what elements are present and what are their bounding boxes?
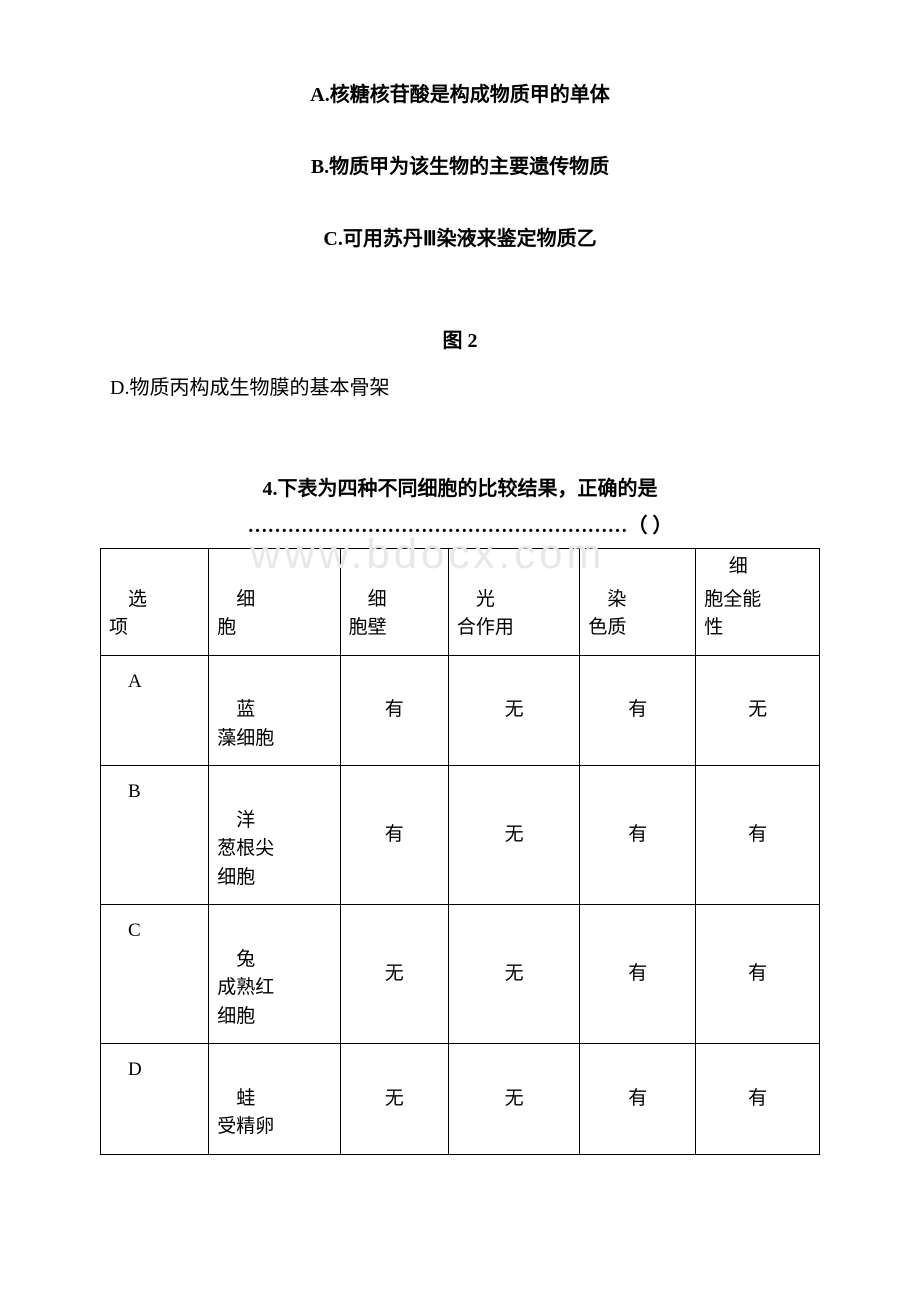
row-cell-indent: 洋 bbox=[236, 810, 255, 831]
row-cell-line2a: 葱根尖 bbox=[217, 835, 331, 864]
row-toti: 有 bbox=[696, 766, 820, 905]
header-option-indent: 选 bbox=[128, 589, 147, 610]
row-chrom: 有 bbox=[580, 1044, 696, 1155]
header-chrom-indent: 染 bbox=[607, 589, 626, 610]
header-wall-line2: 胞壁 bbox=[349, 614, 440, 643]
option-b: B.物质甲为该生物的主要遗传物质 bbox=[100, 152, 820, 182]
row-wall: 无 bbox=[340, 1044, 448, 1155]
row-toti: 有 bbox=[696, 905, 820, 1044]
header-cell-line2: 胞 bbox=[217, 614, 331, 643]
row-cell-line2: 藻细胞 bbox=[217, 725, 331, 754]
table-header-row: 选 项 细 胞 细 胞壁 光 合作用 染 色质 胞全能 bbox=[101, 586, 820, 656]
row-photo: 无 bbox=[448, 766, 579, 905]
comparison-table: 细 选 项 细 胞 细 胞壁 光 合作用 染 色质 bbox=[100, 548, 820, 1155]
header-wall-indent: 细 bbox=[368, 589, 387, 610]
table-row: B 洋 葱根尖 细胞 有 无 有 有 bbox=[101, 766, 820, 905]
table-row: C 兔 成熟红 细胞 无 无 有 有 bbox=[101, 905, 820, 1044]
header-toti-line2b: 性 bbox=[704, 614, 811, 643]
row-cell-indent: 蓝 bbox=[236, 699, 255, 720]
row-photo: 无 bbox=[448, 905, 579, 1044]
watermark-text: www.bdocx.com bbox=[250, 530, 605, 578]
header-photo-indent: 光 bbox=[476, 589, 495, 610]
row-toti: 无 bbox=[696, 655, 820, 766]
question-4-stem: 4.下表为四种不同细胞的比较结果，正确的是 bbox=[100, 473, 820, 505]
row-chrom: 有 bbox=[580, 905, 696, 1044]
table-row: A 蓝 藻细胞 有 无 有 无 bbox=[101, 655, 820, 766]
row-cell-line2a: 成熟红 bbox=[217, 974, 331, 1003]
option-c: C.可用苏丹Ⅲ染液来鉴定物质乙 bbox=[100, 224, 820, 254]
header-option-line2: 项 bbox=[109, 614, 200, 643]
header-cell-indent: 细 bbox=[236, 589, 255, 610]
row-cell-indent: 兔 bbox=[236, 949, 255, 970]
row-wall: 无 bbox=[340, 905, 448, 1044]
row-cell-line2b: 细胞 bbox=[217, 864, 331, 893]
row-photo: 无 bbox=[448, 1044, 579, 1155]
header-toti-indent: 细 bbox=[729, 556, 748, 577]
row-opt: A bbox=[128, 671, 142, 692]
row-chrom: 有 bbox=[580, 655, 696, 766]
option-a: A.核糖核苷酸是构成物质甲的单体 bbox=[100, 80, 820, 110]
row-opt: B bbox=[128, 781, 141, 802]
row-photo: 无 bbox=[448, 655, 579, 766]
table-row: D 蛙 受精卵 无 无 有 有 bbox=[101, 1044, 820, 1155]
header-chrom-line2: 色质 bbox=[588, 614, 687, 643]
option-d: D.物质丙构成生物膜的基本骨架 bbox=[110, 373, 820, 403]
row-opt: D bbox=[128, 1059, 142, 1080]
row-opt: C bbox=[128, 920, 141, 941]
row-cell-indent: 蛙 bbox=[236, 1088, 255, 1109]
row-chrom: 有 bbox=[580, 766, 696, 905]
row-toti: 有 bbox=[696, 1044, 820, 1155]
row-wall: 有 bbox=[340, 766, 448, 905]
row-cell-line2b: 细胞 bbox=[217, 1003, 331, 1032]
figure-2-label: 图 2 bbox=[100, 324, 820, 353]
header-photo-line2: 合作用 bbox=[457, 614, 571, 643]
header-toti-line2a: 胞全能 bbox=[704, 586, 811, 615]
row-wall: 有 bbox=[340, 655, 448, 766]
row-cell-line2: 受精卵 bbox=[217, 1113, 331, 1142]
